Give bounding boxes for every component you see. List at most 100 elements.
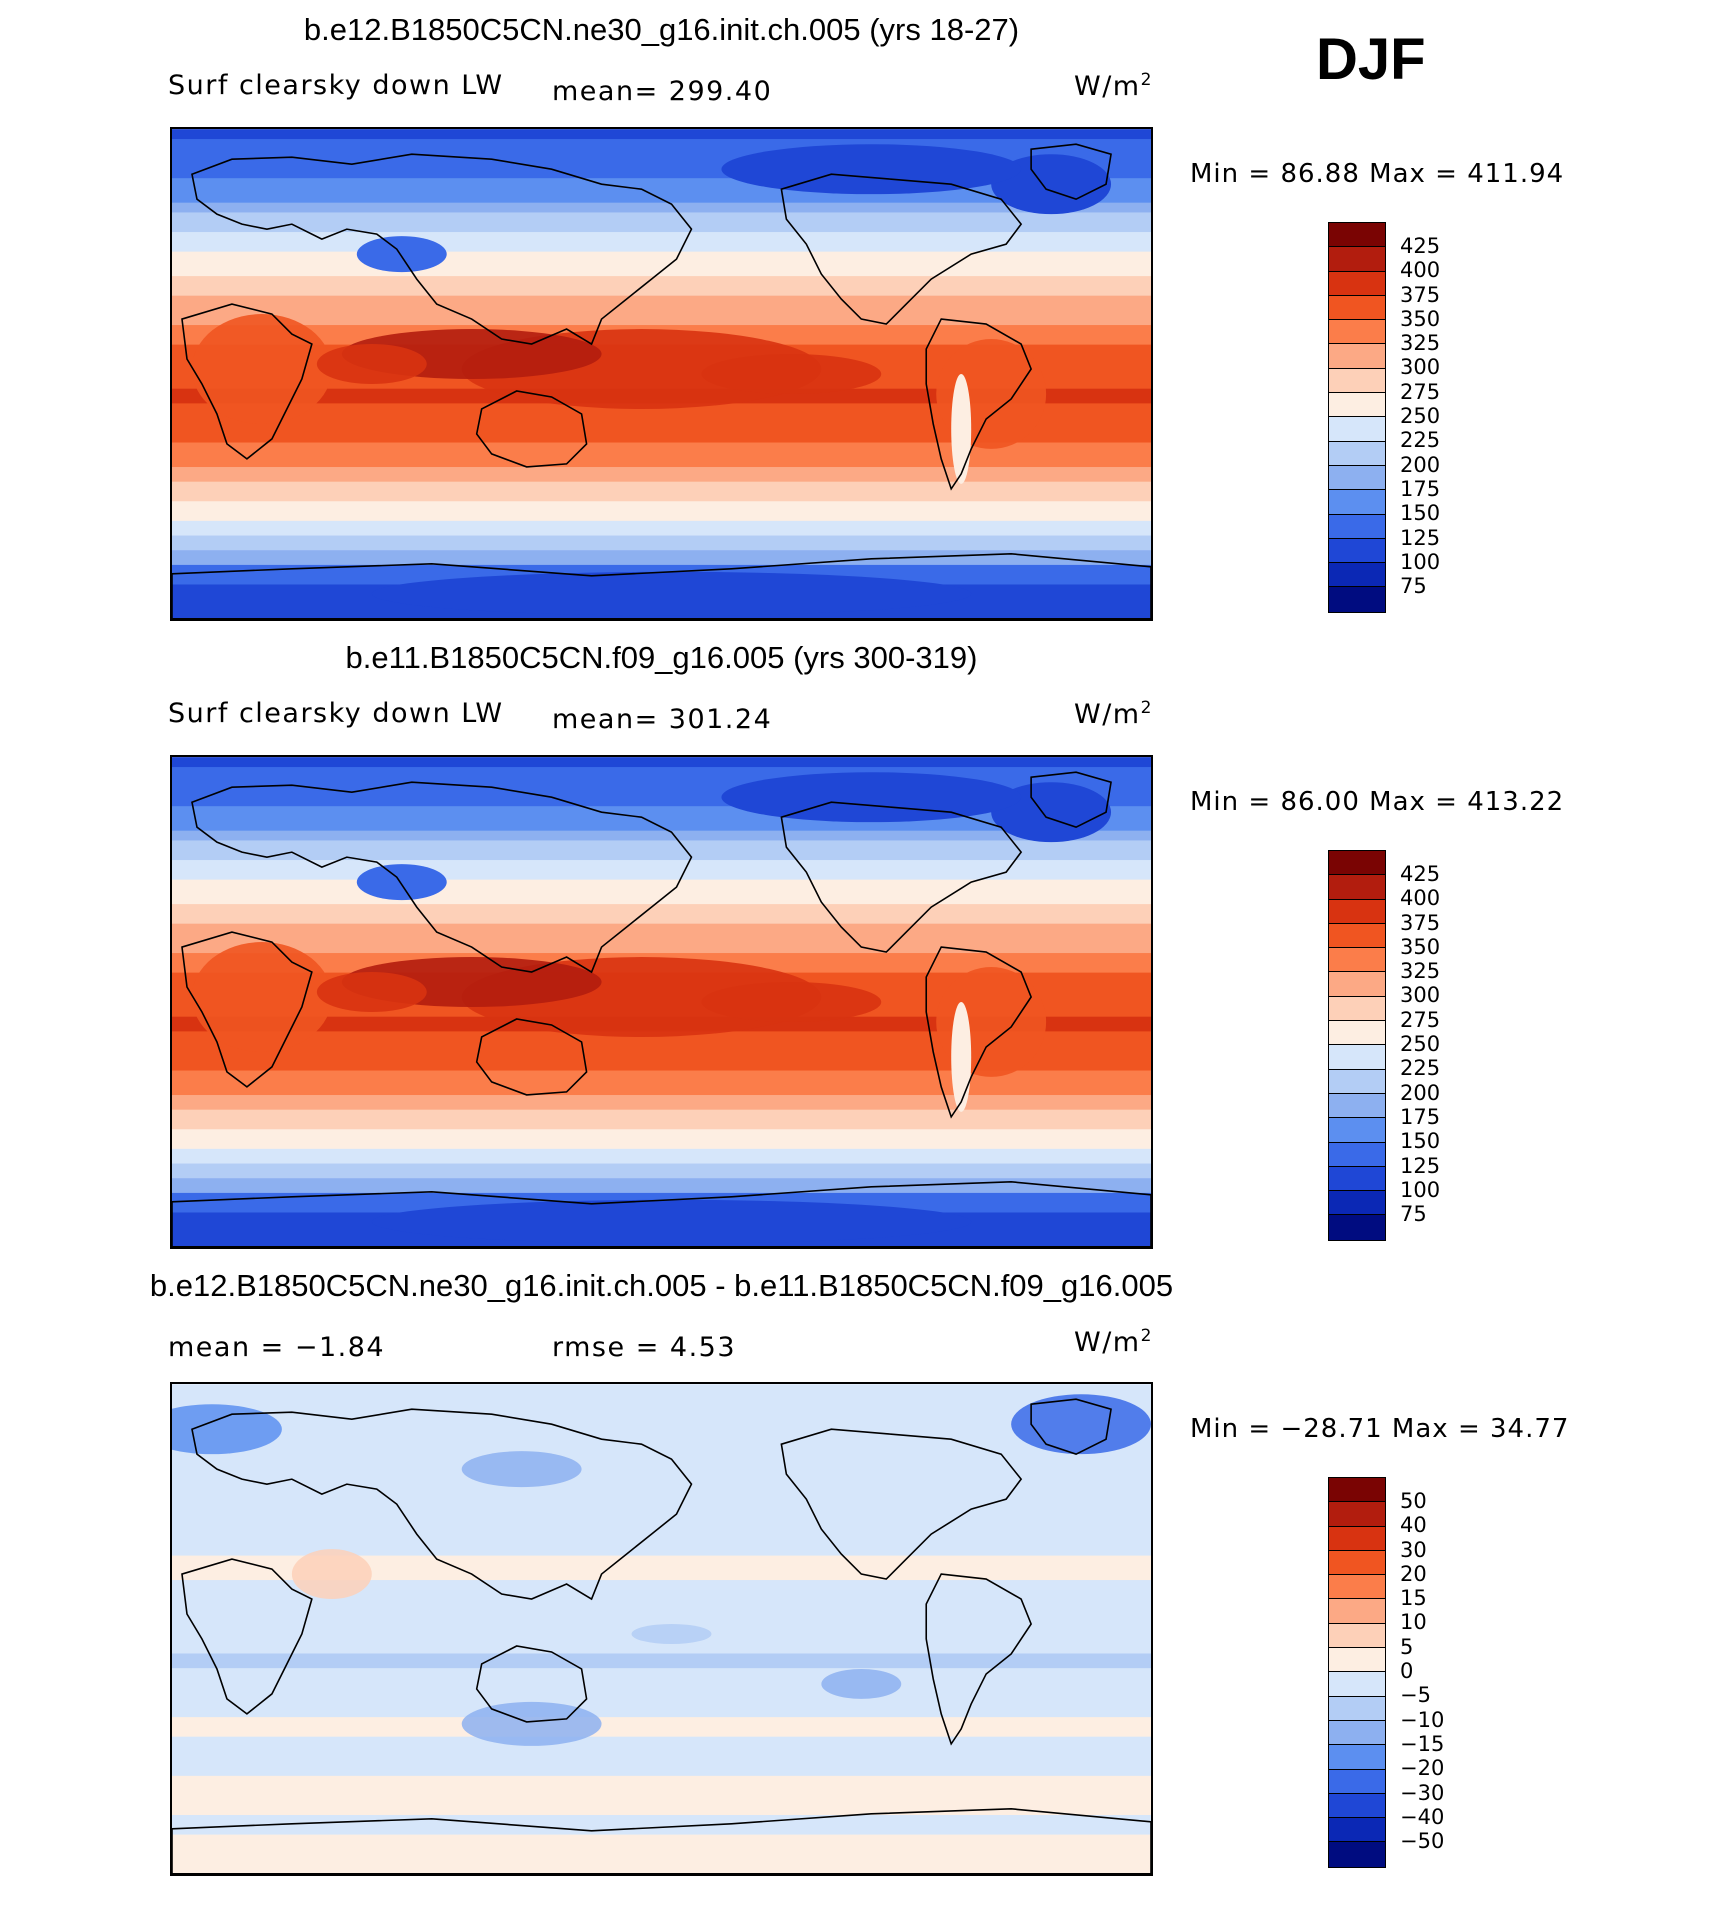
coastline — [925, 1573, 1033, 1746]
panel-1-mean-label: mean= 299.40 — [552, 76, 773, 107]
colorbar-swatch — [1329, 1502, 1385, 1527]
contour-blob — [291, 1549, 372, 1600]
panel-1-colorbar — [1328, 222, 1386, 613]
colorbar-swatch — [1329, 923, 1385, 949]
contour-band — [172, 860, 1151, 881]
colorbar-swatch — [1329, 1550, 1385, 1576]
colorbar-tick-label: 350 — [1400, 306, 1441, 331]
colorbar-tick-label: 325 — [1400, 331, 1441, 356]
contour-band — [172, 1095, 1151, 1111]
panel-2-contour-map — [172, 757, 1151, 1247]
contour-band — [172, 1653, 1151, 1670]
colorbar-tick-label: 400 — [1400, 886, 1441, 911]
colorbar-swatch — [1329, 1818, 1385, 1843]
colorbar-tick-label: 40 — [1400, 1513, 1427, 1538]
colorbar-swatch — [1329, 1696, 1385, 1721]
coastline — [1030, 1398, 1112, 1456]
panel-2-units: W/m2 — [1074, 698, 1153, 730]
colorbar-swatch — [1329, 1745, 1385, 1770]
colorbar-swatch — [1329, 1215, 1385, 1240]
contour-blob — [721, 144, 1022, 195]
panel-1-variable-label: Surf clearsky down LW — [168, 70, 504, 101]
contour-band — [172, 879, 1151, 906]
panel-3-map — [170, 1382, 1153, 1876]
panel-3-colorbar — [1328, 1477, 1386, 1868]
colorbar-tick-label: 10 — [1400, 1610, 1427, 1635]
colorbar-tick-label: −15 — [1400, 1731, 1445, 1756]
panel-3-rmse-label: rmse = 4.53 — [552, 1332, 737, 1363]
colorbar-tick-label: 20 — [1400, 1561, 1427, 1586]
colorbar-swatch — [1329, 538, 1385, 564]
colorbar-tick-label: 15 — [1400, 1586, 1427, 1611]
colorbar-swatch — [1329, 1648, 1385, 1673]
contour-band — [172, 501, 1151, 522]
colorbar-swatch — [1329, 851, 1385, 876]
colorbar-tick-label: 150 — [1400, 501, 1441, 526]
coastline — [475, 1018, 588, 1096]
colorbar-swatch — [1329, 490, 1385, 515]
colorbar-swatch — [1329, 247, 1385, 272]
contour-blob — [701, 982, 882, 1022]
contour-blob — [356, 236, 447, 273]
panel-3-contour-map — [172, 1384, 1151, 1874]
contour-band — [172, 520, 1151, 537]
contour-band — [172, 202, 1151, 214]
colorbar-tick-label: 100 — [1400, 1177, 1441, 1202]
colorbar-tick-label: 5 — [1400, 1634, 1414, 1659]
colorbar-tick-label: 425 — [1400, 234, 1441, 258]
contour-blob — [356, 864, 447, 901]
colorbar-tick-label: 150 — [1400, 1129, 1441, 1154]
coastline — [191, 1408, 693, 1601]
colorbar-swatch — [1329, 1142, 1385, 1167]
contour-blob — [371, 1199, 972, 1244]
colorbar-swatch — [1329, 344, 1385, 369]
colorbar-swatch — [1329, 1191, 1385, 1216]
colorbar-tick-label: 300 — [1400, 355, 1441, 380]
colorbar-swatch — [1329, 1623, 1385, 1649]
colorbar-swatch — [1329, 1118, 1385, 1143]
contour-band — [172, 1717, 1151, 1738]
coastline — [181, 931, 313, 1088]
colorbar-tick-label: 225 — [1400, 1056, 1441, 1081]
coastline — [925, 946, 1033, 1119]
contour-band — [172, 1163, 1151, 1180]
panel-3-mean-label: mean = −1.84 — [168, 1332, 386, 1363]
contour-band — [172, 276, 1151, 297]
colorbar-tick-label: −50 — [1400, 1829, 1445, 1854]
colorbar-swatch — [1329, 271, 1385, 296]
colorbar-tick-label: 175 — [1400, 1104, 1441, 1129]
colorbar-tick-label: 200 — [1400, 452, 1441, 477]
colorbar-tick-label: 50 — [1400, 1489, 1427, 1513]
contour-blob — [951, 374, 972, 484]
coastline — [172, 553, 1151, 619]
contour-band — [172, 1834, 1151, 1874]
colorbar-tick-label: 30 — [1400, 1537, 1427, 1562]
contour-band — [172, 1178, 1151, 1194]
panel-2-title: b.e11.B1850C5CN.f09_g16.005 (yrs 300-319… — [345, 640, 978, 675]
contour-blob — [821, 1668, 902, 1699]
colorbar-swatch — [1329, 223, 1385, 248]
panel-2-mean-label: mean= 301.24 — [552, 704, 773, 735]
coastline — [780, 173, 1023, 325]
panel-1-minmax: Min = 86.88 Max = 411.94 — [1190, 159, 1565, 189]
colorbar-swatch — [1329, 875, 1385, 900]
colorbar-tick-label: 275 — [1400, 379, 1441, 404]
contour-band — [172, 757, 1151, 769]
colorbar-swatch — [1329, 1093, 1385, 1119]
coastline — [181, 303, 313, 460]
contour-blob — [461, 1701, 602, 1746]
colorbar-swatch — [1329, 948, 1385, 973]
coastline — [780, 801, 1023, 953]
colorbar-tick-label: 200 — [1400, 1080, 1441, 1105]
colorbar-tick-label: −20 — [1400, 1756, 1445, 1781]
colorbar-tick-label: 250 — [1400, 1032, 1441, 1057]
panel-2-variable-label: Surf clearsky down LW — [168, 698, 504, 729]
contour-blob — [316, 972, 427, 1012]
colorbar-swatch — [1329, 1672, 1385, 1697]
colorbar-tick-label: 225 — [1400, 428, 1441, 453]
contour-band — [172, 129, 1151, 141]
coastline — [1030, 771, 1112, 829]
colorbar-tick-label: −40 — [1400, 1804, 1445, 1829]
colorbar-tick-label: 400 — [1400, 258, 1441, 283]
colorbar-swatch — [1329, 1166, 1385, 1192]
